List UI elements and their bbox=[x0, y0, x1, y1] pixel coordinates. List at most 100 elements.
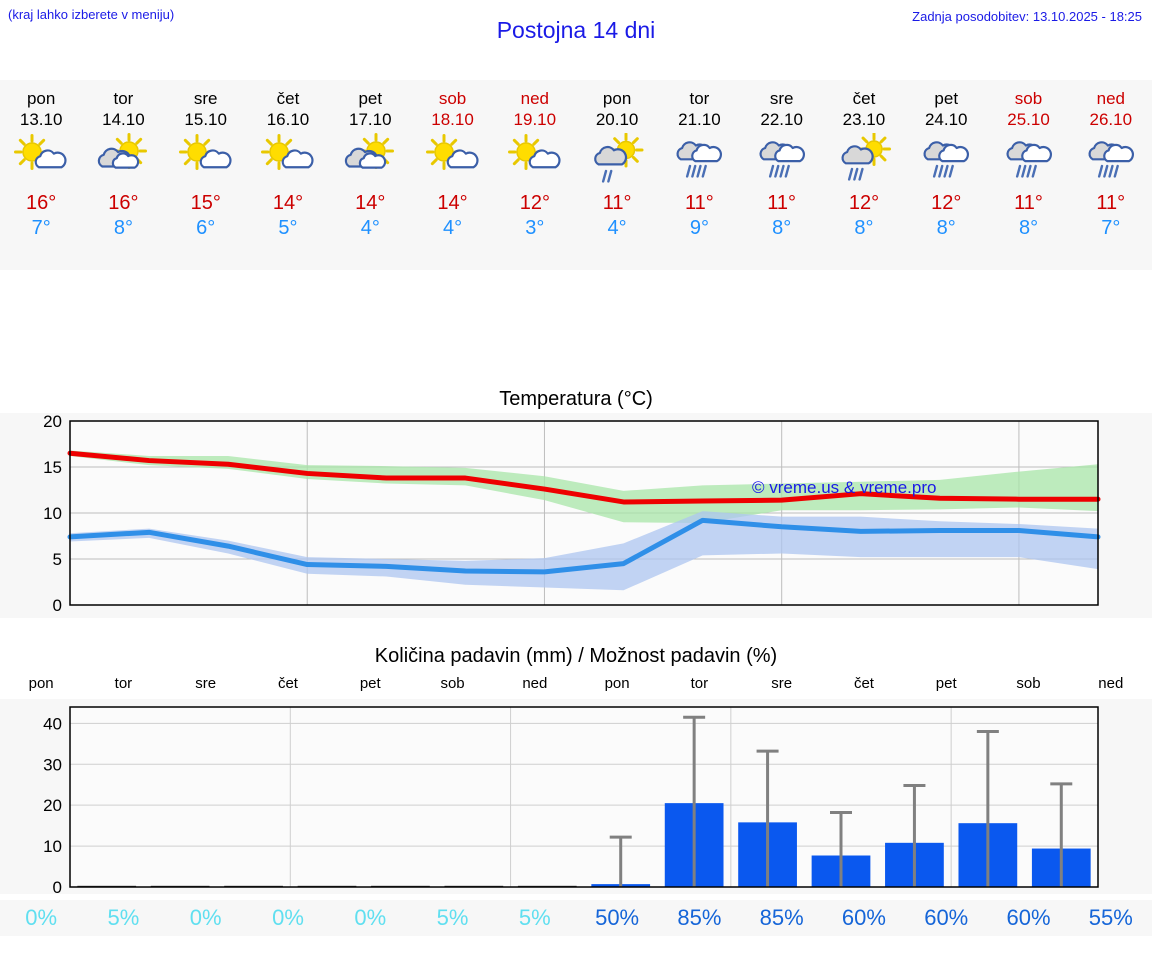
forecast-day-column[interactable]: tor 21.10 11° 9° bbox=[658, 80, 740, 270]
forecast-temp-max: 12° bbox=[519, 192, 550, 214]
svg-text:10: 10 bbox=[43, 504, 62, 523]
forecast-day-date: 21.10 bbox=[678, 110, 721, 129]
temperature-chart-svg: 0 5 10 15 20 © vreme.us & vreme.pro bbox=[43, 413, 1101, 615]
forecast-day-column[interactable]: pet 17.10 14° 4° bbox=[329, 80, 411, 270]
precipitation-day-label: pet bbox=[359, 675, 381, 692]
forecast-temp-min: 9° bbox=[689, 217, 709, 239]
svg-text:15: 15 bbox=[43, 458, 62, 477]
forecast-day-name: tor bbox=[689, 89, 710, 108]
forecast-day-column[interactable]: sre 22.10 11° 8° bbox=[741, 80, 823, 270]
forecast-temp-min: 8° bbox=[1018, 217, 1039, 239]
cloud-rain-icon bbox=[1080, 133, 1142, 183]
forecast-day-name: čet bbox=[276, 89, 300, 108]
cloud-sun-icon bbox=[92, 133, 154, 183]
cloud-rain-icon bbox=[998, 133, 1060, 183]
precipitation-probability: 5% bbox=[518, 905, 551, 930]
forecast-day-date: 15.10 bbox=[184, 110, 227, 129]
forecast-temp-max: 15° bbox=[190, 192, 221, 214]
precipitation-day-label: pon bbox=[604, 675, 630, 692]
forecast-day-column[interactable]: tor 14.10 16° 8° bbox=[82, 80, 164, 270]
forecast-day-name: čet bbox=[852, 89, 876, 108]
forecast-day-date: 14.10 bbox=[102, 110, 145, 129]
precipitation-probability: 85% bbox=[677, 905, 722, 930]
forecast-temp-max: 16° bbox=[108, 192, 139, 214]
precipitation-day-label: pet bbox=[935, 675, 957, 692]
precipitation-chart: 0 10 20 30 40 bbox=[0, 699, 1152, 894]
sun-cloud-icon bbox=[10, 133, 72, 183]
forecast-day-column[interactable]: sob 18.10 14° 4° bbox=[411, 80, 493, 270]
precipitation-day-label: tor bbox=[690, 675, 709, 692]
menu-hint-text: (kraj lahko izberete v meniju) bbox=[8, 7, 175, 22]
forecast-temp-max: 11° bbox=[602, 192, 632, 214]
forecast-day-date: 22.10 bbox=[760, 110, 803, 129]
cloud-rain-icon bbox=[751, 133, 813, 183]
forecast-day-column[interactable]: pon 13.10 16° 7° bbox=[0, 80, 82, 270]
precipitation-probability: 5% bbox=[107, 905, 140, 930]
precipitation-probability: 60% bbox=[924, 905, 969, 930]
forecast-day-column[interactable]: ned 19.10 12° 3° bbox=[494, 80, 576, 270]
last-updated-text: Zadnja posodobitev: 13.10.2025 - 18:25 bbox=[912, 9, 1142, 24]
precipitation-probability: 0% bbox=[25, 905, 58, 930]
forecast-temp-max: 11° bbox=[1096, 192, 1126, 214]
sun-cloud-icon bbox=[422, 133, 484, 183]
precipitation-day-label: sob bbox=[440, 675, 465, 692]
forecast-temp-max: 14° bbox=[272, 192, 304, 214]
precipitation-day-labels: pon tor sre čet pet sob ned pon tor sre čet pet sob n… bbox=[0, 675, 1152, 699]
forecast-day-date: 25.10 bbox=[1007, 110, 1050, 129]
cloud-rain-icon bbox=[668, 133, 730, 183]
svg-text:0: 0 bbox=[53, 878, 62, 894]
svg-text:20: 20 bbox=[43, 796, 62, 815]
sun-cloud-icon bbox=[257, 133, 319, 183]
cloud-sun-icon bbox=[339, 133, 401, 183]
forecast-temp-min: 8° bbox=[854, 217, 874, 239]
cloud-rain-icon bbox=[915, 133, 977, 183]
sun-cloud-icon bbox=[175, 133, 237, 183]
forecast-day-date: 18.10 bbox=[431, 110, 474, 129]
forecast-temp-max: 12° bbox=[848, 192, 880, 214]
precipitation-day-label: čet bbox=[277, 675, 298, 692]
svg-text:30: 30 bbox=[43, 755, 62, 774]
forecast-day-name: sre bbox=[193, 89, 218, 108]
forecast-day-column[interactable]: ned 26.10 11° 7° bbox=[1070, 80, 1152, 270]
forecast-temp-min: 3° bbox=[525, 217, 545, 239]
forecast-day-date: 19.10 bbox=[513, 110, 557, 129]
cloud-sun-rain-icon bbox=[833, 132, 895, 183]
forecast-day-name: pon bbox=[26, 89, 56, 108]
precipitation-day-label: ned bbox=[522, 675, 548, 692]
precipitation-probability-list: 0% 5% 0% 0% 0% 5% 5% 50% 85% 85% 60% 60% 60% 55% bbox=[0, 900, 1152, 936]
forecast-day-date: 24.10 bbox=[924, 110, 968, 129]
temperature-chart-title: Temperatura (°C) bbox=[499, 388, 653, 410]
forecast-temp-min: 8° bbox=[113, 217, 133, 239]
forecast-day-date: 20.10 bbox=[595, 110, 639, 129]
bottom-spacer bbox=[0, 936, 1152, 975]
svg-text:40: 40 bbox=[43, 714, 62, 733]
forecast-day-column[interactable]: sre 15.10 15° 6° bbox=[165, 80, 247, 270]
svg-text:20: 20 bbox=[43, 413, 62, 431]
forecast-day-name: pet bbox=[934, 89, 959, 108]
forecast-temp-max: 14° bbox=[355, 192, 386, 214]
forecast-day-column[interactable]: čet 16.10 14° 5° bbox=[247, 80, 329, 270]
precipitation-probability: 50% bbox=[595, 905, 640, 930]
forecast-temp-min: 4° bbox=[607, 217, 627, 239]
forecast-temp-min: 8° bbox=[936, 217, 956, 239]
page-header: (kraj lahko izberete v meniju) Postojna … bbox=[0, 0, 1152, 58]
forecast-day-column[interactable]: čet 23.10 12° 8° bbox=[823, 80, 905, 270]
svg-text:0: 0 bbox=[53, 596, 62, 615]
forecast-day-date: 16.10 bbox=[266, 110, 310, 129]
forecast-temp-min: 5° bbox=[278, 217, 298, 239]
forecast-day-date: 23.10 bbox=[842, 110, 886, 129]
forecast-temp-min: 4° bbox=[360, 217, 380, 239]
precipitation-probability: 60% bbox=[841, 905, 886, 930]
forecast-day-column[interactable]: pon 20.10 11° 4° bbox=[576, 80, 658, 270]
forecast-day-name: sob bbox=[1014, 89, 1043, 108]
precipitation-probability: 0% bbox=[354, 905, 387, 930]
forecast-day-column[interactable]: sob 25.10 11° 8° bbox=[987, 80, 1069, 270]
forecast-temp-min: 4° bbox=[442, 217, 463, 239]
forecast-day-name: pet bbox=[358, 89, 383, 108]
precipitation-probability: 0% bbox=[272, 905, 304, 930]
forecast-day-date: 17.10 bbox=[348, 110, 392, 129]
watermark-text: © vreme.us & vreme.pro bbox=[752, 478, 936, 497]
forecast-day-column[interactable]: pet 24.10 12° 8° bbox=[905, 80, 987, 270]
forecast-temp-max: 12° bbox=[931, 192, 962, 214]
precipitation-day-label: ned bbox=[1098, 675, 1124, 692]
